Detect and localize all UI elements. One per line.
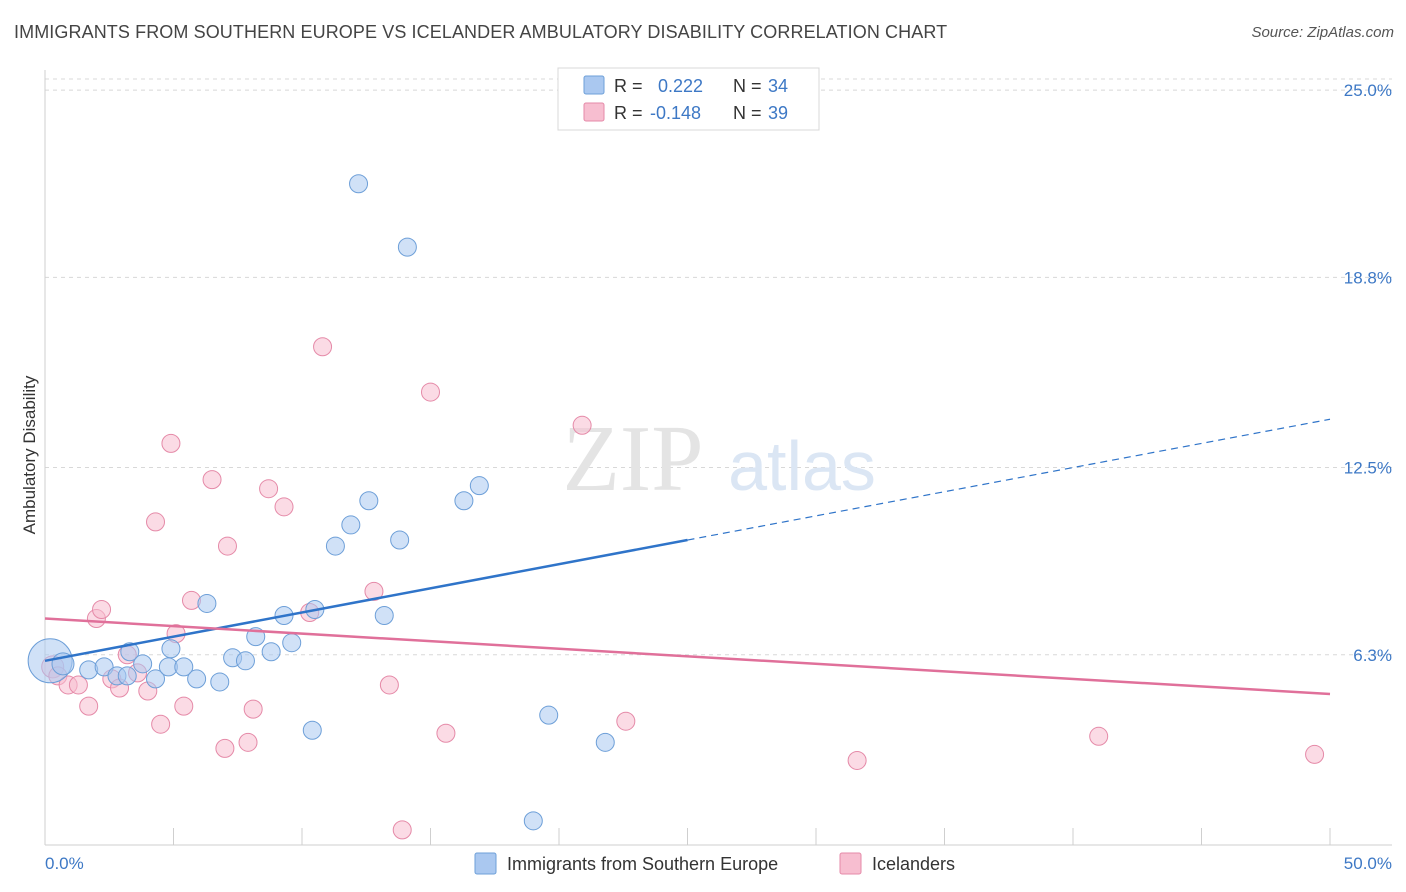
trend-line-southern-europe-extension bbox=[687, 418, 1331, 541]
axes bbox=[44, 70, 1392, 846]
icelander-point bbox=[202, 470, 222, 490]
icelander-point bbox=[847, 750, 867, 770]
stats-r-label-blue: R = bbox=[614, 76, 643, 96]
stats-n-value-pink: 39 bbox=[768, 103, 788, 123]
icelander-point bbox=[436, 723, 456, 743]
icelander-point bbox=[379, 675, 399, 695]
icelander-point bbox=[92, 599, 112, 619]
series-southern-europe-points bbox=[27, 174, 615, 831]
chart-title: IMMIGRANTS FROM SOUTHERN EUROPE VS ICELA… bbox=[14, 22, 948, 42]
southern-europe-point bbox=[359, 491, 379, 511]
icelander-point bbox=[274, 497, 294, 517]
southern-europe-point bbox=[94, 657, 114, 677]
legend-label-icelanders: Icelanders bbox=[872, 854, 955, 874]
stats-n-value-blue: 34 bbox=[768, 76, 788, 96]
icelander-point bbox=[146, 512, 166, 532]
southern-europe-point bbox=[341, 515, 361, 535]
icelander-point bbox=[174, 696, 194, 716]
watermark: ZIP atlas bbox=[563, 407, 876, 511]
icelander-point bbox=[1305, 744, 1325, 764]
icelander-point bbox=[313, 337, 333, 357]
icelander-point bbox=[392, 820, 412, 840]
stats-legend: R = 0.222 N = 34 R = -0.148 N = 39 bbox=[557, 67, 820, 131]
trend-line-icelanders bbox=[44, 617, 1331, 696]
southern-europe-point bbox=[261, 642, 281, 662]
stats-n-label-blue: N = bbox=[733, 76, 762, 96]
stats-n-label-pink: N = bbox=[733, 103, 762, 123]
southern-europe-point bbox=[235, 651, 255, 671]
icelander-point bbox=[217, 536, 237, 556]
icelander-point bbox=[259, 479, 279, 499]
y-tick-label: 18.8% bbox=[1344, 268, 1392, 287]
icelander-point bbox=[616, 711, 636, 731]
y-tick-labels: 6.3% 12.5% 18.8% 25.0% bbox=[1344, 81, 1392, 665]
southern-europe-point bbox=[282, 633, 302, 653]
legend-label-southern-europe: Immigrants from Southern Europe bbox=[507, 854, 778, 874]
southern-europe-point bbox=[595, 732, 615, 752]
trend-lines bbox=[44, 418, 1331, 696]
icelander-point bbox=[215, 738, 235, 758]
southern-europe-point bbox=[374, 606, 394, 626]
southern-europe-point bbox=[454, 491, 474, 511]
southern-europe-point bbox=[187, 669, 207, 689]
southern-europe-point bbox=[117, 666, 137, 686]
southern-europe-point bbox=[210, 672, 230, 692]
icelander-point bbox=[151, 714, 171, 734]
southern-europe-point bbox=[390, 530, 410, 550]
southern-europe-point bbox=[539, 705, 559, 725]
stats-r-value-pink: -0.148 bbox=[650, 103, 701, 123]
icelander-point bbox=[572, 415, 592, 435]
watermark-atlas: atlas bbox=[728, 427, 876, 505]
southern-europe-point bbox=[133, 654, 153, 674]
stats-r-label-pink: R = bbox=[614, 103, 643, 123]
icelander-point bbox=[1089, 726, 1109, 746]
southern-europe-point bbox=[120, 642, 140, 662]
legend-swatch-southern-europe bbox=[474, 852, 497, 875]
southern-europe-point bbox=[79, 660, 99, 680]
southern-europe-point bbox=[197, 593, 217, 613]
southern-europe-point bbox=[161, 639, 181, 659]
icelander-point bbox=[68, 675, 88, 695]
southern-europe-point bbox=[302, 720, 322, 740]
southern-europe-point bbox=[469, 476, 489, 496]
y-tick-label: 6.3% bbox=[1353, 646, 1392, 665]
stats-swatch-blue bbox=[583, 75, 605, 95]
source-credit: Source: ZipAtlas.com bbox=[1251, 24, 1394, 41]
gridlines bbox=[45, 78, 1392, 656]
icelander-point bbox=[79, 696, 99, 716]
southern-europe-point bbox=[349, 174, 369, 194]
stats-swatch-pink bbox=[583, 102, 605, 122]
y-tick-label: 12.5% bbox=[1344, 459, 1392, 478]
southern-europe-point bbox=[146, 669, 166, 689]
icelander-point bbox=[181, 590, 201, 610]
icelander-point bbox=[238, 732, 258, 752]
x-tick-label-min: 0.0% bbox=[45, 854, 84, 873]
icelander-point bbox=[421, 382, 440, 402]
trend-line-southern-europe bbox=[44, 538, 688, 663]
southern-europe-point bbox=[325, 536, 345, 556]
stats-r-value-blue: 0.222 bbox=[658, 76, 703, 96]
icelander-point bbox=[243, 699, 263, 719]
southern-europe-point bbox=[523, 811, 543, 831]
x-tick-label-max: 50.0% bbox=[1344, 854, 1392, 873]
icelander-point bbox=[364, 581, 384, 601]
legend-swatch-icelanders bbox=[839, 852, 862, 875]
southern-europe-point bbox=[397, 237, 417, 257]
y-tick-label: 25.0% bbox=[1344, 81, 1392, 100]
icelander-point bbox=[161, 433, 181, 453]
x-tick-labels: 0.0% 50.0% bbox=[45, 854, 1392, 873]
southern-europe-point bbox=[174, 657, 194, 677]
series-legend: Immigrants from Southern Europe Icelande… bbox=[474, 852, 955, 875]
